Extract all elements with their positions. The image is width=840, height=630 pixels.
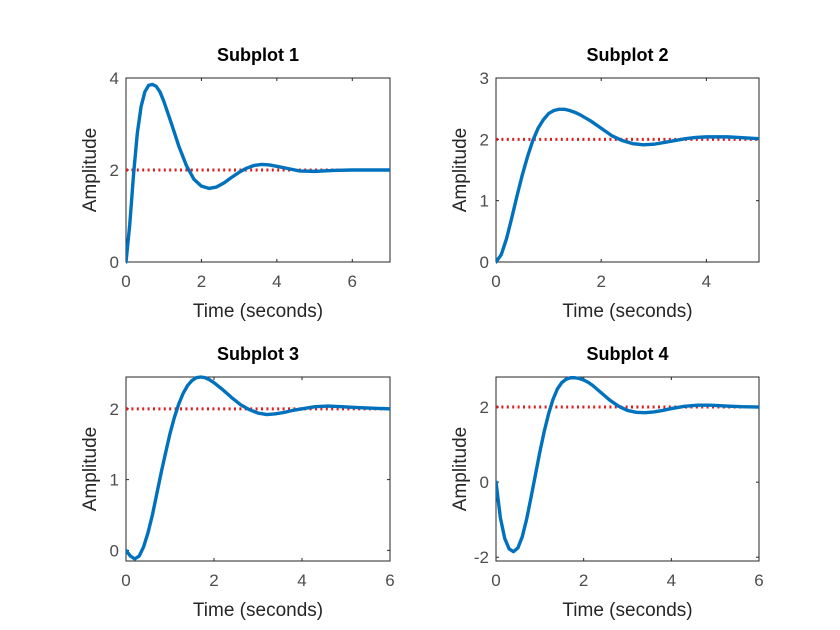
x-tick-label-1-3: 6 [348, 272, 357, 291]
x-tick-label-4-0: 0 [491, 571, 500, 590]
y-tick-label-1-0: 0 [110, 253, 119, 272]
x-tick-label-4-1: 2 [579, 571, 588, 590]
x-tick-label-4-3: 6 [754, 571, 763, 590]
y-tick-label-3-0: 0 [110, 541, 119, 560]
y-axis-label-2: Amplitude [450, 128, 471, 213]
y-tick-label-1-2: 4 [110, 69, 119, 88]
response-line-2 [496, 107, 759, 264]
x-tick-label-1-2: 4 [272, 272, 281, 291]
subplot-2: Subplot 2 0 2 4 0 1 2 3 Time (seconds) Amplitude [450, 45, 760, 322]
x-tick-label-2-0: 0 [491, 272, 500, 291]
subplot-title-2: Subplot 2 [587, 45, 669, 65]
y-tick-label-4-1: 0 [480, 473, 489, 492]
response-line-3 [126, 375, 390, 561]
y-tick-label-2-2: 2 [480, 130, 489, 149]
subplot-1: Subplot 1 0 2 4 6 0 2 4 Time (seconds) Amplitude [80, 45, 391, 322]
y-tick-label-1-1: 2 [110, 161, 119, 180]
y-tick-label-2-3: 3 [480, 69, 489, 88]
x-tick-label-1-1: 2 [197, 272, 206, 291]
x-axis-label-2: Time (seconds) [562, 301, 692, 322]
subplot-3: Subplot 3 0 2 4 6 0 1 2 Time (seconds) Amplitude [80, 344, 395, 621]
x-tick-label-3-1: 2 [209, 571, 218, 590]
x-axis-label-1: Time (seconds) [193, 301, 323, 322]
y-tick-label-2-1: 1 [480, 192, 489, 211]
subplot-title-1: Subplot 1 [217, 45, 299, 65]
y-tick-label-4-2: 2 [480, 398, 489, 417]
x-axis-label-3: Time (seconds) [193, 600, 323, 621]
x-tick-label-4-2: 4 [667, 571, 676, 590]
y-tick-label-4-0: -2 [474, 548, 489, 567]
x-tick-label-2-1: 2 [596, 272, 605, 291]
x-tick-label-2-2: 4 [702, 272, 711, 291]
x-axis-label-4: Time (seconds) [562, 600, 692, 621]
x-tick-label-3-0: 0 [121, 571, 130, 590]
y-tick-label-3-1: 1 [110, 471, 119, 490]
y-axis-label-3: Amplitude [80, 427, 101, 512]
axes-box-3 [125, 376, 391, 562]
y-axis-label-1: Amplitude [80, 128, 101, 213]
response-line-1 [126, 82, 390, 264]
subplot-title-3: Subplot 3 [217, 344, 299, 364]
y-tick-label-3-2: 2 [110, 400, 119, 419]
axes-box-2 [495, 77, 760, 263]
y-tick-label-2-0: 0 [480, 253, 489, 272]
response-line-4 [496, 376, 759, 554]
x-tick-label-3-2: 4 [297, 571, 306, 590]
x-tick-label-1-0: 0 [121, 272, 130, 291]
x-tick-label-3-3: 6 [385, 571, 394, 590]
y-axis-label-4: Amplitude [450, 427, 471, 512]
subplot-title-4: Subplot 4 [587, 344, 669, 364]
